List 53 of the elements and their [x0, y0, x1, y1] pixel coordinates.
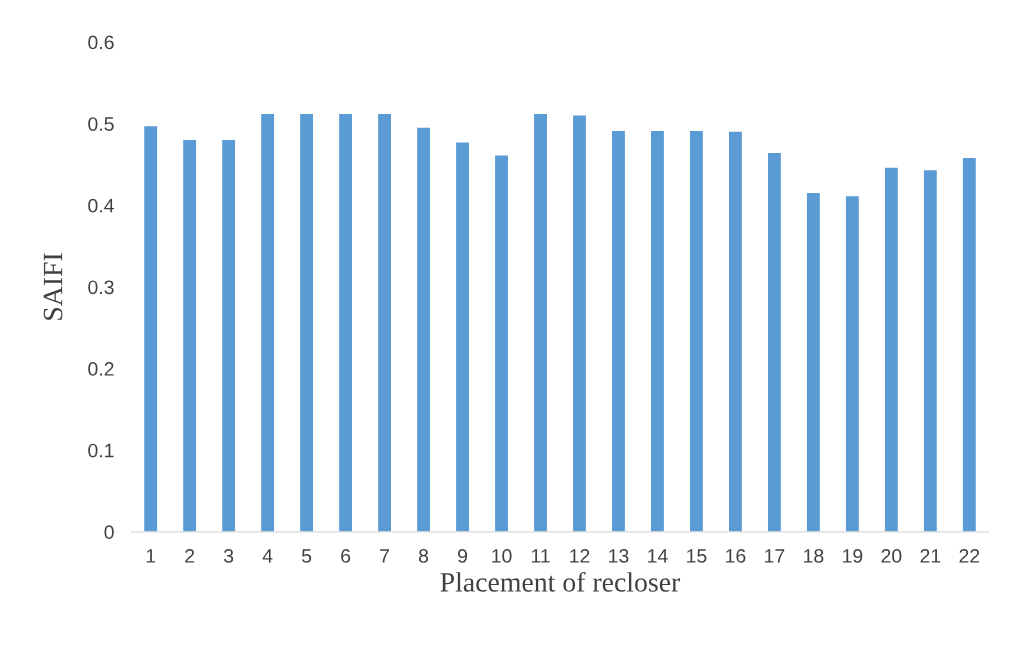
x-tick-label: 12 — [570, 549, 590, 563]
y-tick-label: 0.1 — [88, 443, 114, 458]
bar — [690, 131, 703, 532]
bar — [456, 142, 469, 532]
bar — [806, 193, 820, 532]
bar — [573, 115, 586, 532]
bar — [962, 157, 976, 532]
bar — [728, 131, 742, 532]
x-tick-label: 20 — [881, 549, 902, 563]
y-tick-label: 0.3 — [88, 280, 114, 295]
bar — [222, 140, 236, 532]
x-tick-label: 19 — [843, 549, 863, 563]
bar — [183, 140, 197, 532]
x-tick-label: 18 — [804, 549, 824, 563]
x-tick-label: 3 — [223, 549, 234, 563]
y-tick-label: 0.4 — [88, 198, 114, 213]
y-tick-label: 0 — [104, 525, 114, 540]
bar — [261, 113, 275, 532]
y-tick-label: 0.2 — [88, 362, 114, 376]
bar — [845, 196, 859, 532]
x-tick-label: 10 — [492, 549, 512, 563]
x-tick-label: 7 — [380, 549, 389, 563]
x-tick-label: 21 — [920, 549, 941, 563]
x-tick-label: 22 — [959, 549, 980, 563]
x-tick-label: 1 — [146, 549, 156, 563]
y-axis-title: SAIFI — [43, 253, 63, 320]
bar — [495, 155, 508, 532]
bar — [651, 131, 664, 532]
x-tick-label: 2 — [185, 549, 195, 563]
bar — [612, 131, 625, 532]
x-tick-label: 15 — [687, 549, 707, 563]
bar — [378, 113, 391, 532]
bar — [884, 167, 898, 532]
x-tick-label: 17 — [765, 549, 785, 563]
x-tick-label: 11 — [531, 549, 550, 563]
bar — [417, 127, 430, 532]
x-tick-label: 6 — [341, 549, 351, 563]
y-tick-label: 0.6 — [88, 35, 114, 50]
x-axis-title: Placement of recloser — [440, 571, 681, 592]
x-tick-label: 5 — [301, 549, 312, 563]
x-tick-label: 16 — [726, 549, 746, 563]
bar — [923, 170, 937, 532]
x-tick-label: 14 — [648, 549, 668, 563]
x-tick-label: 13 — [609, 549, 629, 563]
bar — [339, 113, 353, 532]
y-tick-label: 0.5 — [88, 117, 114, 131]
x-tick-label: 8 — [418, 549, 429, 563]
x-tick-label: 4 — [262, 549, 273, 563]
bar — [534, 113, 547, 532]
x-tick-label: 9 — [458, 549, 468, 563]
bar — [300, 113, 314, 532]
bar — [767, 153, 781, 532]
bar — [144, 126, 158, 532]
